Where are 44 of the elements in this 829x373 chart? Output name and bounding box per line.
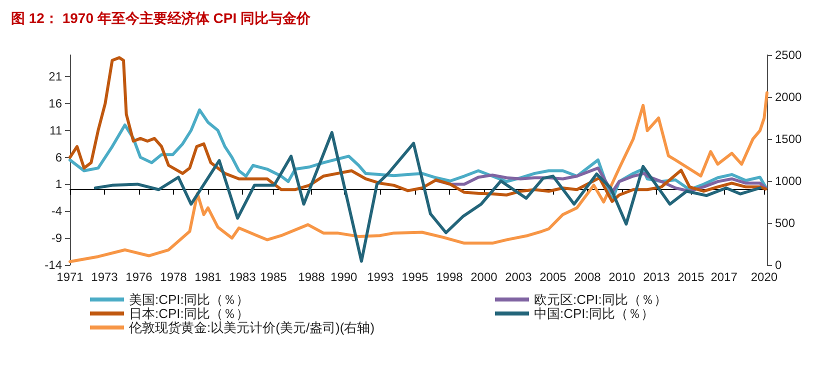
x-tick-label: 2015 (678, 270, 705, 284)
chart-title: 图 12： 1970 年至今主要经济体 CPI 同比与金价 (11, 10, 312, 26)
legend-label: 中国:CPI:同比（％） (534, 306, 654, 321)
x-tick-label: 1973 (91, 270, 118, 284)
x-tick-label: 1993 (367, 270, 394, 284)
x-tick-label: 1976 (126, 270, 153, 284)
x-tick-label: 1995 (402, 270, 429, 284)
x-tick-label: 1978 (160, 270, 188, 284)
x-tick-label: 1988 (298, 270, 326, 284)
y2-tick-label: 0 (775, 258, 782, 272)
x-tick-label: 1998 (436, 270, 464, 284)
x-tick-label: 2003 (505, 270, 532, 284)
y-tick-label: 6 (55, 150, 62, 164)
x-tick-label: 1985 (260, 270, 288, 284)
y2-tick-label: 2500 (775, 48, 802, 62)
y2-tick-label: 1000 (775, 174, 802, 188)
x-tick-label: 2020 (750, 270, 778, 284)
x-tick-label: 2008 (574, 270, 602, 284)
y-tick-label: 16 (48, 96, 62, 110)
line-series (68, 56, 768, 203)
x-tick-label: 1990 (330, 270, 358, 284)
y2-tick-label: 1500 (775, 132, 802, 146)
legend-label: 日本:CPI:同比（％） (129, 306, 249, 321)
y-tick-label: -9 (51, 231, 62, 246)
y-tick-label: -4 (51, 204, 62, 218)
y-tick-label: 21 (48, 70, 62, 84)
y-tick-label: 11 (50, 123, 62, 138)
x-tick-label: 2010 (608, 270, 636, 284)
y-tick-label: -14 (44, 258, 62, 272)
y-tick-label: 1 (55, 177, 62, 192)
y2-tick-label: 500 (775, 216, 796, 230)
legend-label: 美国:CPI:同比（％） (129, 292, 249, 307)
line-series (94, 131, 762, 263)
x-tick-label: 2000 (470, 270, 498, 284)
x-tick-label: 1983 (229, 270, 256, 284)
x-tick-label: 2017 (710, 270, 738, 284)
x-tick-label: 2005 (540, 270, 567, 284)
y2-tick-label: 2000 (775, 90, 802, 104)
x-tick-label: 2013 (643, 270, 670, 284)
legend-label: 欧元区:CPI:同比（％） (534, 292, 667, 307)
line-series (68, 91, 768, 264)
x-tick-label: 1971 (56, 270, 84, 284)
x-tick-label: 1981 (194, 270, 222, 284)
legend-label: 伦敦现货黄金:以美元计价(美元/盎司)(右轴) (129, 320, 375, 335)
